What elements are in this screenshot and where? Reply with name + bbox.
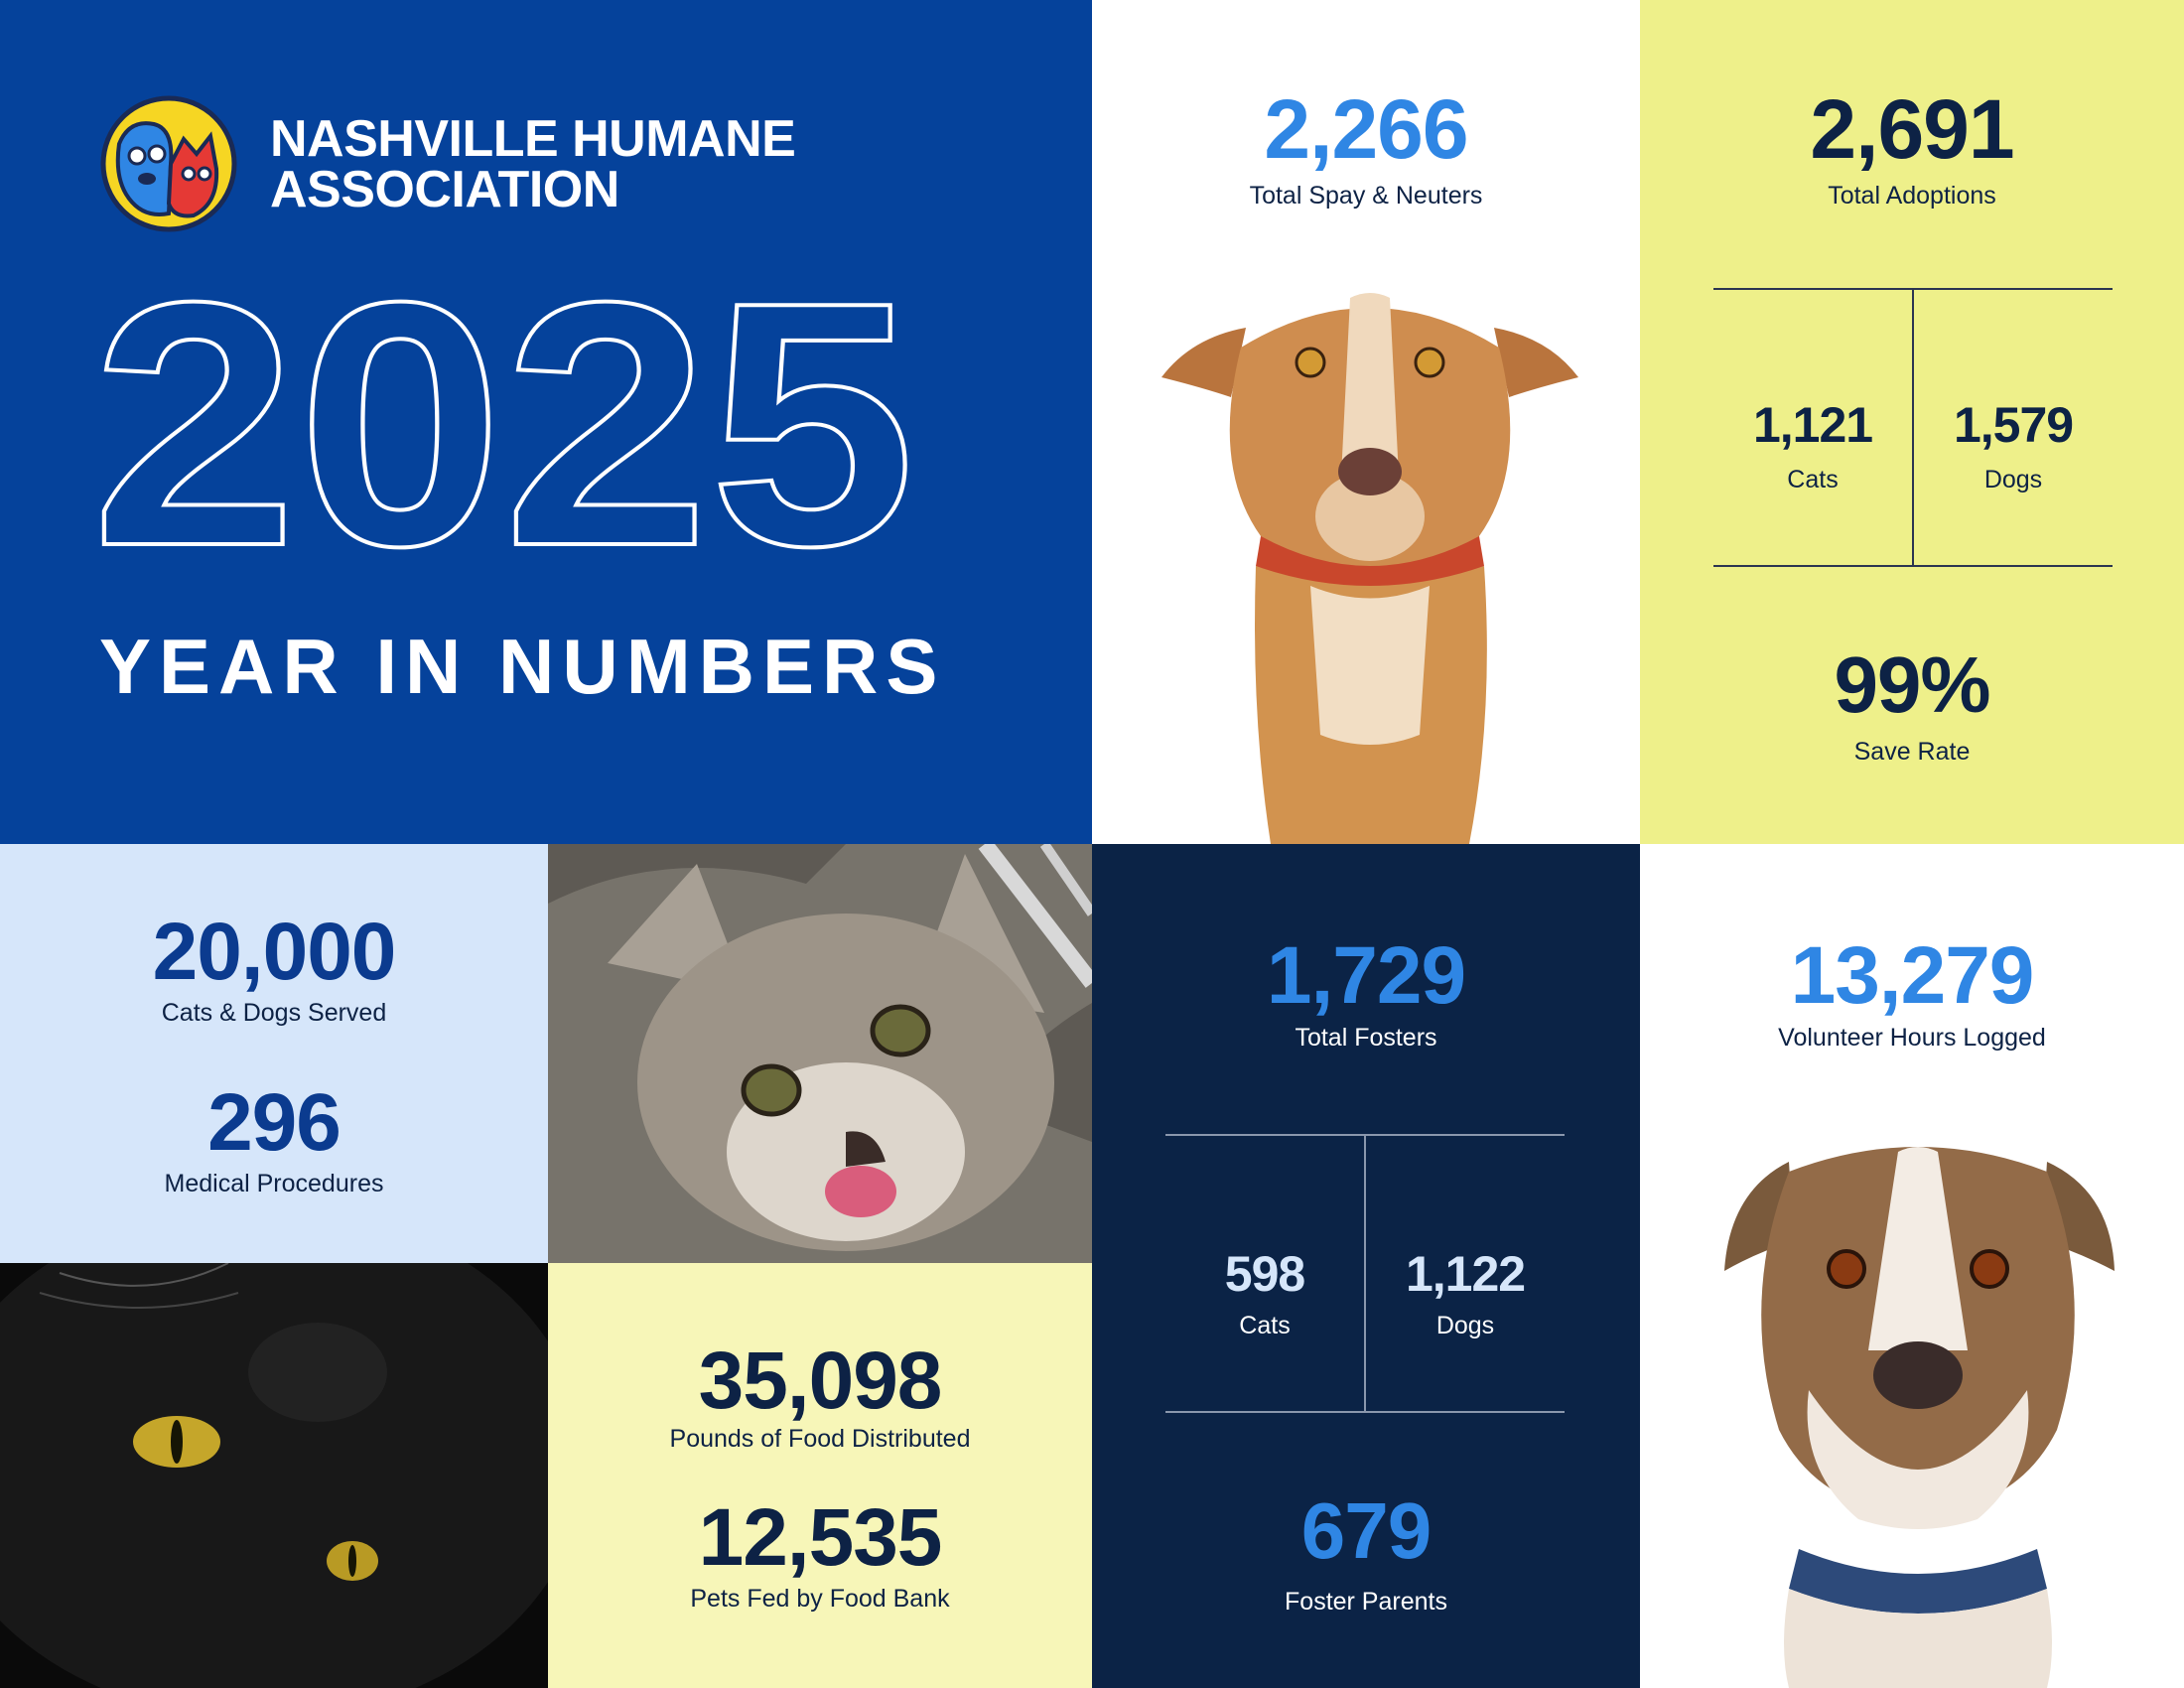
kitten-photo	[548, 844, 1092, 1263]
food-bank-panel: 35,098 Pounds of Food Distributed 12,535…	[548, 1263, 1092, 1688]
volunteer-hours-value: 13,279	[1790, 930, 2035, 1021]
foster-parents-value: 679	[1300, 1486, 1432, 1575]
served-panel: 20,000 Cats & Dogs Served 296 Medical Pr…	[0, 844, 548, 1263]
foster-cats-label: Cats	[1239, 1312, 1291, 1339]
adopted-cats-label: Cats	[1787, 466, 1839, 493]
kitten-illustration	[548, 844, 1092, 1263]
adoptions-label: Total Adoptions	[1828, 182, 1996, 210]
pets-fed-value: 12,535	[698, 1492, 943, 1583]
adoptions-panel: 2,691 Total Adoptions 1,121 Cats 1,579 D…	[1640, 0, 2184, 844]
black-cat-photo	[0, 1263, 548, 1688]
adoptions-value: 2,691	[1810, 82, 2014, 176]
pets-fed-label: Pets Fed by Food Bank	[690, 1585, 950, 1613]
brown-dog-photo	[1724, 1147, 2115, 1688]
save-rate-label: Save Rate	[1853, 738, 1971, 766]
spay-neuter-panel: 2,266 Total Spay & Neuters	[1092, 0, 1640, 844]
year-in-numbers-title: YEAR IN NUMBERS	[99, 623, 946, 710]
food-pounds-label: Pounds of Food Distributed	[669, 1425, 971, 1453]
adopted-cats-value: 1,121	[1752, 397, 1873, 453]
black-cat-illustration	[0, 1263, 548, 1688]
divider	[1165, 1411, 1565, 1413]
fosters-label: Total Fosters	[1295, 1024, 1437, 1052]
org-name-line2: ASSOCIATION	[270, 161, 619, 218]
spay-neuter-label: Total Spay & Neuters	[1249, 182, 1483, 210]
divider	[1713, 565, 2113, 567]
medical-label: Medical Procedures	[164, 1170, 384, 1197]
foster-cats-value: 598	[1224, 1246, 1305, 1302]
year-outline: 2025	[91, 258, 917, 586]
foster-dogs-value: 1,122	[1405, 1246, 1526, 1302]
year-text: 2025	[91, 258, 915, 586]
spay-neuter-value: 2,266	[1264, 82, 1468, 176]
divider	[1912, 288, 1914, 566]
adopted-dogs-label: Dogs	[1983, 466, 2043, 493]
org-logo	[100, 95, 237, 232]
medical-value: 296	[207, 1077, 341, 1168]
fosters-value: 1,729	[1266, 930, 1466, 1021]
served-label: Cats & Dogs Served	[161, 999, 387, 1027]
volunteer-panel: 13,279 Volunteer Hours Logged	[1640, 844, 2184, 1688]
adopted-dogs-value: 1,579	[1953, 397, 2074, 453]
hero-panel: NASHVILLE HUMANE ASSOCIATION 2025 YEAR I…	[0, 0, 1092, 844]
save-rate-value: 99%	[1834, 640, 1990, 729]
tan-dog-photo	[1161, 293, 1578, 844]
food-pounds-value: 35,098	[698, 1336, 943, 1426]
foster-dogs-label: Dogs	[1435, 1312, 1495, 1339]
served-value: 20,000	[152, 907, 397, 997]
org-name-line1: NASHVILLE HUMANE	[270, 110, 796, 168]
foster-parents-label: Foster Parents	[1285, 1588, 1447, 1616]
fosters-panel: 1,729 Total Fosters 598 Cats 1,122 Dogs …	[1092, 844, 1640, 1688]
divider	[1364, 1134, 1366, 1412]
volunteer-hours-label: Volunteer Hours Logged	[1778, 1024, 2046, 1052]
